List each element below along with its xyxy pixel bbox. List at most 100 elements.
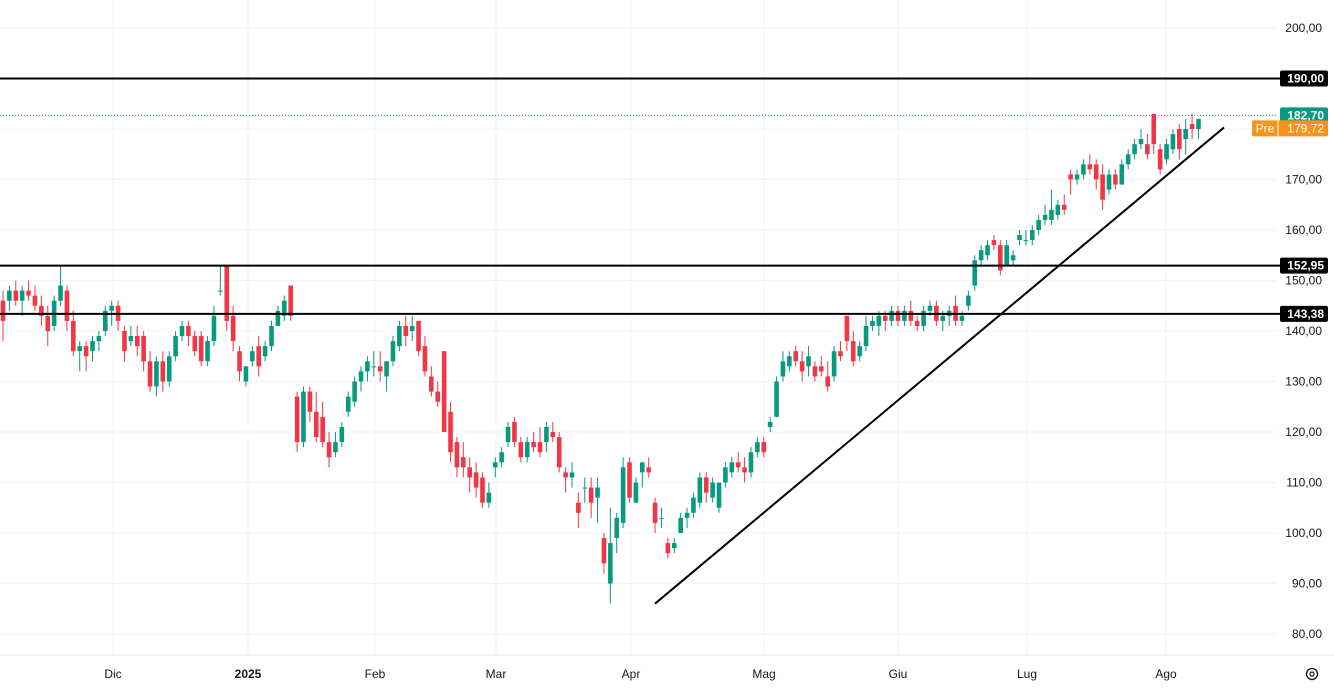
candle-body bbox=[173, 336, 178, 357]
candle bbox=[307, 386, 313, 422]
candle-body bbox=[1049, 209, 1054, 220]
candle bbox=[230, 305, 236, 352]
candle bbox=[19, 285, 25, 316]
candle bbox=[889, 305, 894, 326]
candle bbox=[978, 245, 984, 266]
candle-body bbox=[576, 502, 581, 513]
candle bbox=[985, 240, 990, 261]
x-tick-label: Dic bbox=[104, 667, 121, 681]
candle bbox=[799, 351, 805, 382]
candle-body bbox=[134, 336, 140, 347]
candle-body bbox=[307, 391, 313, 412]
candle bbox=[262, 341, 268, 362]
candle bbox=[492, 457, 498, 478]
candle-body bbox=[333, 442, 338, 453]
candle bbox=[115, 300, 121, 331]
candle-body bbox=[1183, 129, 1189, 140]
candle bbox=[179, 320, 185, 342]
candle-body bbox=[716, 482, 722, 508]
price-badges: 190,00 152,95 143,38 182,70 Pre 179,72 bbox=[1252, 70, 1328, 322]
candle-body bbox=[198, 336, 204, 362]
candle bbox=[198, 331, 204, 367]
candle bbox=[921, 305, 926, 331]
candle-body bbox=[345, 396, 351, 412]
candle-body bbox=[262, 346, 268, 357]
candle bbox=[416, 320, 421, 357]
candle-body bbox=[90, 341, 95, 352]
candle-body bbox=[710, 482, 715, 498]
candle-body bbox=[838, 351, 843, 357]
candle bbox=[397, 320, 402, 352]
candle bbox=[895, 305, 901, 326]
premarket-badge bbox=[1252, 120, 1328, 137]
trendline[interactable] bbox=[654, 126, 1225, 605]
candle-body bbox=[742, 467, 747, 473]
candle bbox=[582, 477, 588, 503]
candle bbox=[365, 356, 370, 382]
candle-body bbox=[141, 336, 146, 362]
x-tick-label: 2025 bbox=[235, 667, 262, 681]
candle-body bbox=[1042, 214, 1048, 220]
y-tick-label: 130,00 bbox=[1285, 375, 1322, 389]
candle-body bbox=[678, 517, 683, 533]
candle-body bbox=[735, 462, 741, 468]
candle bbox=[480, 472, 485, 508]
candle-body bbox=[1093, 164, 1099, 180]
candle bbox=[39, 295, 44, 326]
candle-body bbox=[1023, 240, 1029, 242]
x-axis[interactable]: Dic 2025 Feb Mar Apr Mag Giu Lug Ago bbox=[0, 654, 1334, 681]
candle-body bbox=[499, 452, 504, 463]
candle-body bbox=[1004, 245, 1010, 266]
candle bbox=[358, 366, 364, 392]
candle bbox=[294, 391, 300, 453]
candle bbox=[697, 472, 703, 508]
candle-body bbox=[416, 320, 421, 352]
candle-body bbox=[269, 325, 274, 347]
candle-body bbox=[224, 265, 230, 321]
candle-body bbox=[684, 512, 690, 518]
candle bbox=[377, 351, 383, 382]
candle-body bbox=[7, 290, 12, 301]
candle-body bbox=[128, 336, 134, 342]
candle bbox=[1189, 113, 1195, 140]
candle-body bbox=[166, 356, 172, 382]
premarket-tag: Pre bbox=[1256, 121, 1275, 135]
level-badge-label: 143,38 bbox=[1287, 307, 1324, 321]
candle bbox=[1036, 214, 1041, 236]
candle bbox=[441, 351, 447, 432]
candle bbox=[761, 437, 767, 458]
settings-button[interactable] bbox=[1305, 667, 1319, 681]
candle bbox=[313, 391, 319, 443]
candle-body bbox=[870, 320, 875, 326]
candle bbox=[409, 315, 415, 342]
y-axis[interactable]: 80,00 90,00 100,00 110,00 120,00 130,00 140,00… bbox=[1285, 21, 1322, 641]
candle bbox=[166, 351, 172, 387]
candle-body bbox=[550, 432, 556, 438]
candle-body bbox=[429, 376, 434, 392]
candle bbox=[972, 255, 978, 291]
candle bbox=[1196, 118, 1201, 140]
horizontal-levels[interactable] bbox=[0, 77, 1281, 315]
candle bbox=[524, 437, 530, 463]
candle bbox=[134, 325, 140, 357]
candle bbox=[1029, 224, 1035, 246]
candle-body bbox=[1151, 113, 1157, 145]
candle-body bbox=[1119, 164, 1125, 185]
candle bbox=[64, 285, 70, 331]
candle-body bbox=[844, 315, 850, 342]
gear-icon[interactable] bbox=[1305, 667, 1319, 681]
candle bbox=[531, 432, 536, 453]
candle-body bbox=[1087, 164, 1093, 170]
candle-body bbox=[1100, 174, 1105, 200]
candle bbox=[518, 437, 524, 463]
x-tick-label: Giu bbox=[889, 667, 908, 681]
candle bbox=[122, 325, 127, 362]
candle bbox=[371, 351, 377, 377]
candle-body bbox=[83, 346, 89, 357]
candle-body bbox=[313, 411, 319, 438]
candle-body bbox=[595, 487, 600, 498]
candle-body bbox=[460, 457, 466, 468]
candle bbox=[787, 351, 792, 372]
candle bbox=[544, 421, 549, 453]
